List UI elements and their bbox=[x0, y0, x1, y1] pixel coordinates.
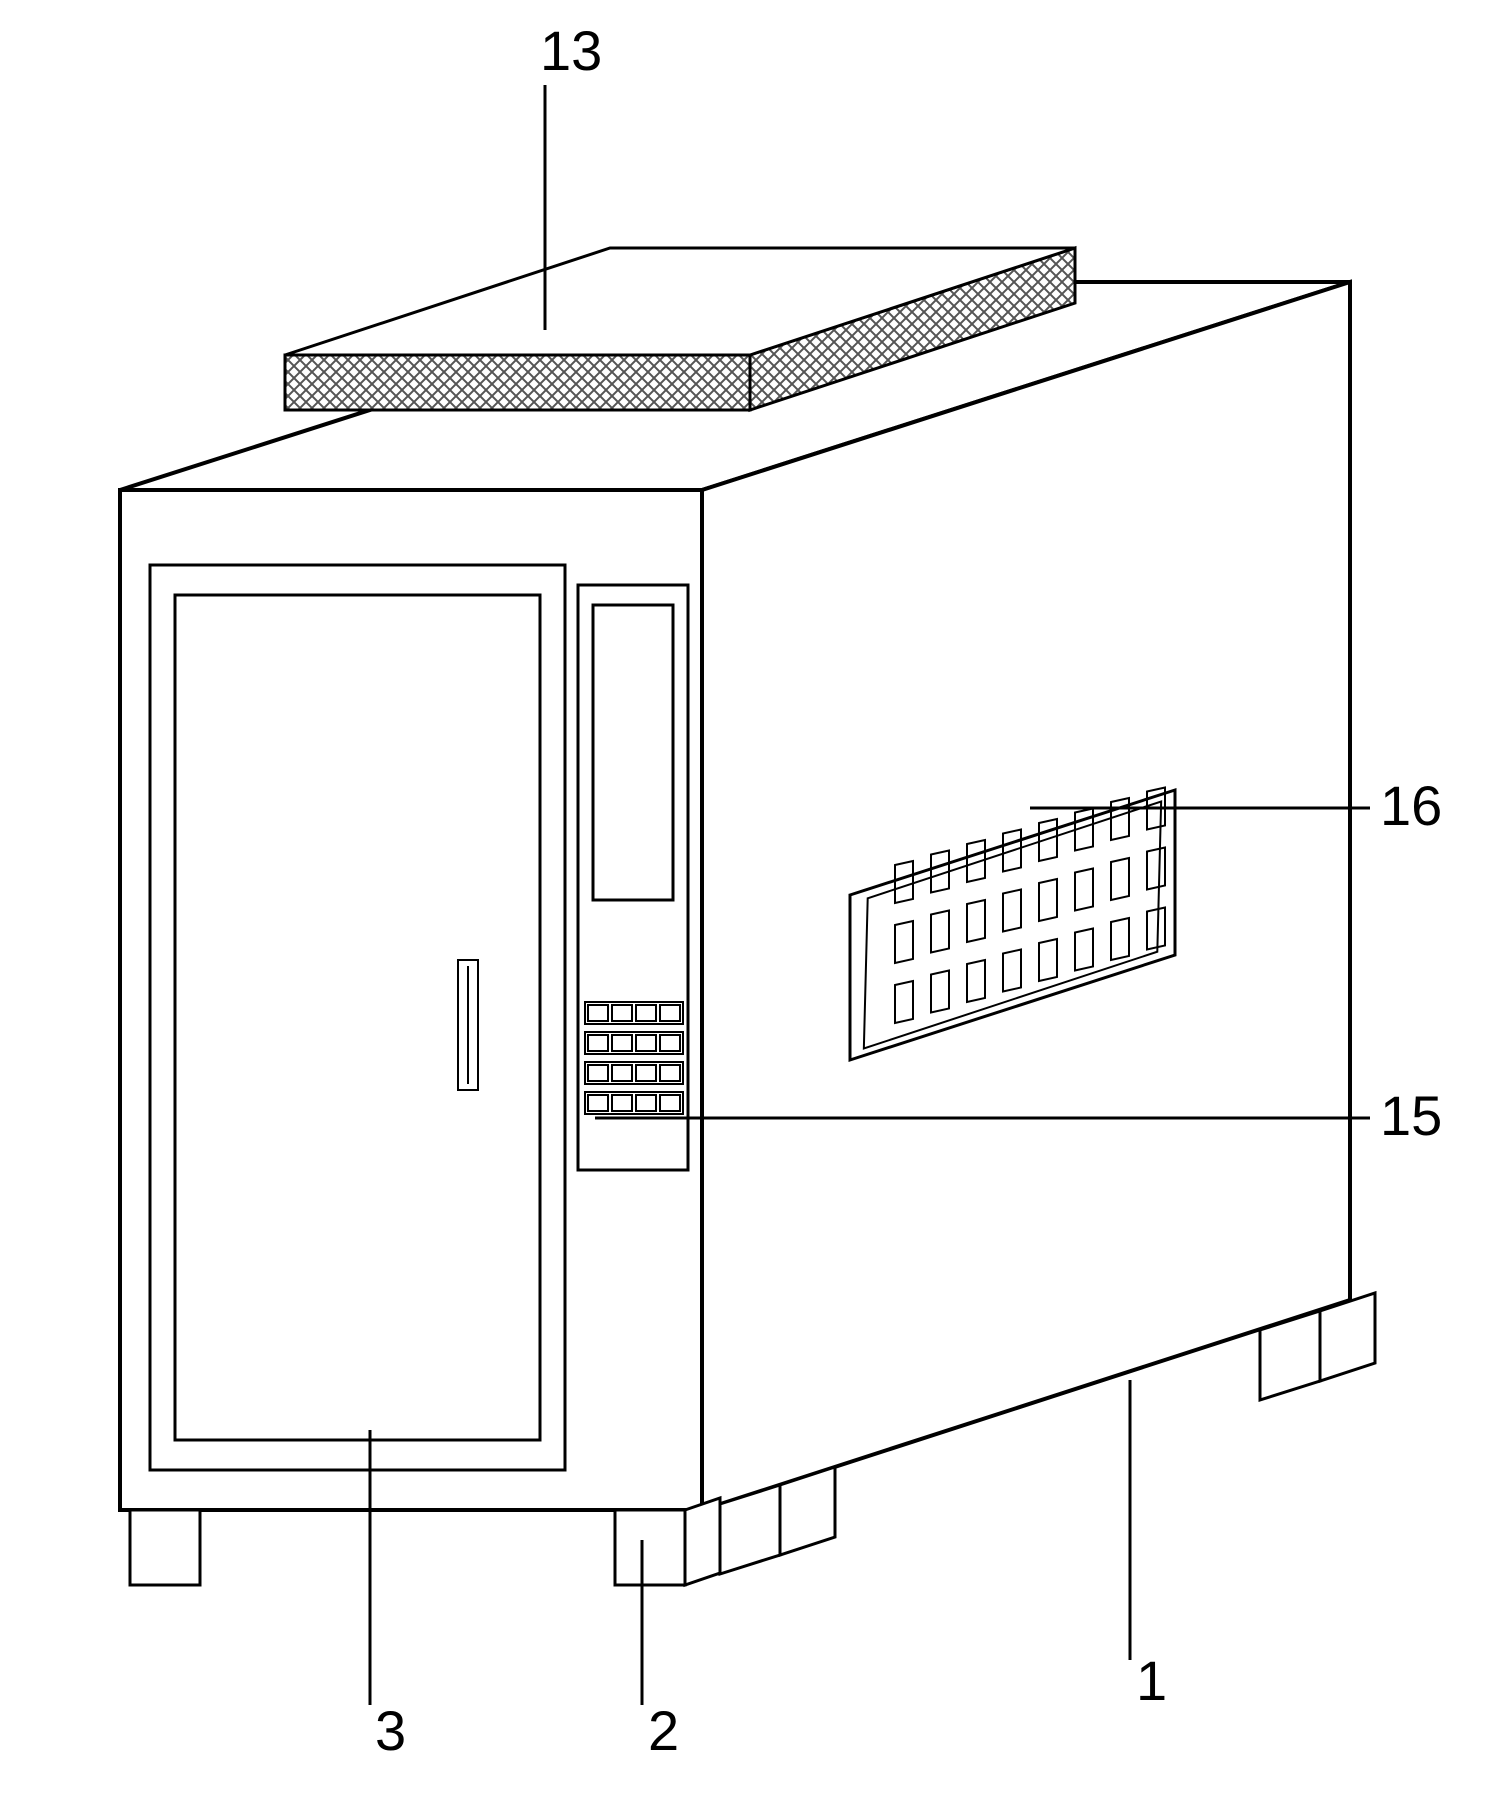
callout-label: 13 bbox=[540, 19, 602, 82]
box-front-face bbox=[120, 490, 702, 1510]
door-handle bbox=[458, 960, 478, 1090]
foot bbox=[615, 1498, 720, 1585]
callout-label: 15 bbox=[1380, 1084, 1442, 1147]
callout-label: 2 bbox=[648, 1699, 679, 1762]
foot bbox=[130, 1510, 200, 1585]
callout-label: 16 bbox=[1380, 774, 1442, 837]
callout-label: 1 bbox=[1136, 1649, 1167, 1712]
top-slab-front bbox=[285, 355, 750, 410]
technical-drawing: 13 16 15 1 2 3 bbox=[0, 0, 1504, 1817]
callout-label: 3 bbox=[375, 1699, 406, 1762]
